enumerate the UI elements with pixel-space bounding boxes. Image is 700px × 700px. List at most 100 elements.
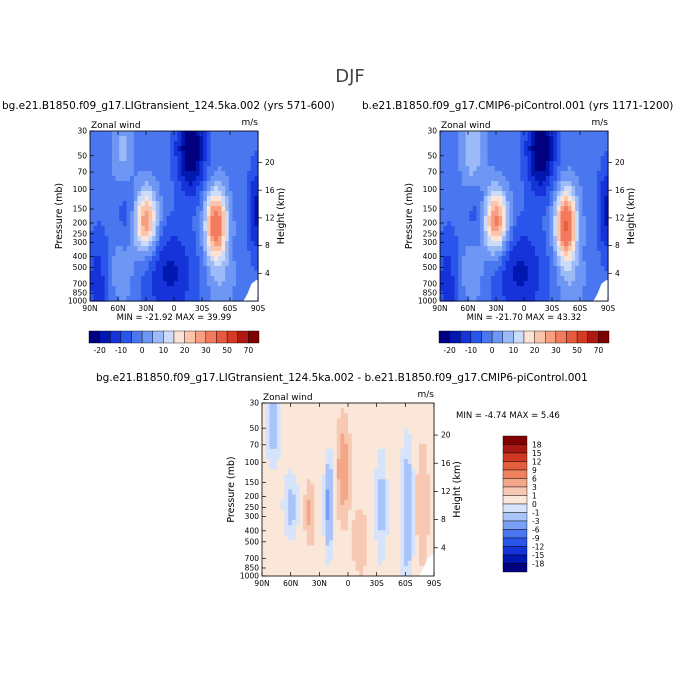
field-cell [159, 146, 164, 152]
field-cell [582, 146, 587, 152]
field-cell [291, 540, 297, 547]
field-cell [461, 161, 467, 167]
field-cell [407, 545, 413, 552]
field-cell [195, 141, 201, 147]
field-cell [597, 261, 602, 267]
field-cell [130, 131, 135, 137]
field-cell [389, 464, 394, 470]
field-cell [108, 146, 113, 152]
field-cell [314, 469, 319, 475]
field-cell [250, 271, 255, 277]
field-cell [396, 494, 401, 501]
field-cell [589, 251, 594, 257]
field-cell [389, 545, 394, 552]
field-cell [250, 261, 255, 267]
field-cell [480, 236, 485, 242]
field-cell [280, 479, 286, 486]
field-cell [502, 201, 507, 207]
field-cell [228, 141, 234, 147]
field-cell [549, 221, 554, 227]
field-cell [404, 413, 409, 419]
field-cell [392, 545, 398, 552]
field-cell [377, 443, 383, 450]
field-cell [411, 494, 416, 501]
field-cell [104, 176, 109, 182]
field-cell [545, 276, 551, 282]
field-cell [494, 146, 500, 152]
field-cell [494, 246, 500, 252]
field-cell [250, 231, 255, 237]
field-cell [586, 196, 591, 202]
field-cell [236, 206, 241, 212]
field-cell [556, 236, 562, 242]
field-cell [166, 236, 171, 242]
field-cell [325, 448, 330, 455]
field-cell [144, 226, 150, 232]
field-cell [184, 131, 190, 137]
field-cell [119, 241, 124, 247]
field-cell [314, 403, 319, 409]
field-cell [381, 413, 386, 419]
field-cell [404, 438, 409, 445]
field-cell [192, 131, 197, 137]
field-cell [443, 236, 448, 242]
field-cell [181, 156, 186, 162]
field-cell [469, 256, 474, 262]
field-cell [119, 236, 124, 242]
field-cell [239, 281, 244, 287]
field-cell [476, 221, 481, 227]
field-cell [325, 550, 330, 557]
y2-tick-label: 20 [615, 158, 625, 167]
field-cell [589, 281, 594, 287]
field-cell [108, 156, 113, 162]
field-cell [396, 458, 401, 465]
field-cell [137, 296, 142, 302]
field-cell [206, 246, 212, 252]
field-cell [538, 146, 543, 152]
field-cell [447, 251, 452, 257]
field-cell [104, 261, 109, 267]
field-cell [461, 151, 467, 157]
field-cell [130, 281, 135, 287]
field-cell [440, 256, 445, 262]
field-cell [210, 196, 215, 202]
field-cell [206, 196, 212, 202]
field-cell [524, 146, 529, 152]
field-cell [392, 423, 398, 430]
field-cell [593, 276, 598, 282]
field-cell [430, 545, 435, 552]
field-cell [126, 171, 131, 177]
field-cell [597, 181, 602, 187]
field-cell [571, 186, 576, 192]
field-cell [126, 256, 131, 262]
field-cell [502, 281, 507, 287]
colorbar-box [545, 330, 557, 344]
field-cell [422, 535, 428, 541]
field-cell [513, 251, 518, 257]
field-cell [141, 211, 146, 217]
field-cell [465, 211, 470, 217]
field-cell [119, 261, 124, 267]
field-cell [531, 241, 536, 247]
field-cell [90, 276, 95, 282]
field-cell [111, 221, 117, 227]
field-cell [318, 514, 323, 521]
field-cell [333, 438, 338, 445]
field-cell [336, 509, 342, 516]
field-cell [564, 206, 569, 212]
field-cell [578, 276, 584, 282]
field-cell [318, 570, 323, 577]
colorbar-box [502, 495, 528, 505]
field-cell [152, 236, 157, 242]
field-cell [232, 176, 237, 182]
field-cell [359, 433, 364, 440]
field-cell [483, 296, 489, 302]
field-cell [520, 196, 525, 202]
field-cell [321, 479, 327, 486]
field-cell [152, 226, 157, 232]
field-cell [100, 226, 106, 232]
field-cell [502, 271, 507, 277]
field-cell [250, 236, 255, 242]
field-cell [366, 489, 372, 496]
field-cell [181, 246, 186, 252]
